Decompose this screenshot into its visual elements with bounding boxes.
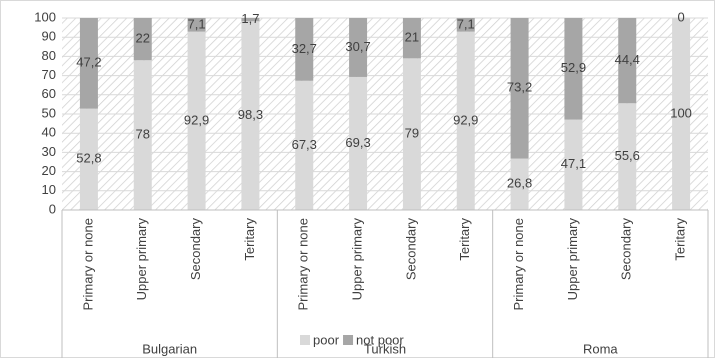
y-tick-label: 30	[42, 144, 56, 159]
x-tick-label: Secondary	[188, 218, 203, 281]
data-label: 30,7	[345, 39, 370, 54]
bar-segment	[187, 18, 206, 32]
bar-segment	[295, 80, 314, 210]
y-tick-label: 0	[49, 201, 56, 216]
y-tick-label: 80	[42, 48, 56, 63]
group-label: Bulgarian	[142, 341, 197, 356]
x-tick-label: Upper primary	[565, 218, 580, 301]
bar-segment	[187, 31, 206, 210]
data-label: 79	[405, 126, 419, 141]
bar-segment	[564, 18, 583, 120]
bar-segment	[618, 103, 637, 210]
y-tick-label: 40	[42, 125, 56, 140]
x-tick-label: Primary or none	[80, 218, 95, 310]
y-tick-label: 100	[34, 9, 56, 24]
data-label: 1,7	[241, 11, 259, 26]
y-tick-label: 70	[42, 67, 56, 82]
data-label: 73,2	[507, 80, 532, 95]
data-label: 55,6	[615, 148, 640, 163]
data-label: 92,9	[453, 112, 478, 127]
data-label: 47,1	[561, 156, 586, 171]
data-label: 69,3	[345, 135, 370, 150]
bar-segment	[402, 18, 421, 59]
legend-swatch	[300, 335, 310, 345]
data-label: 26,8	[507, 176, 532, 191]
group-label: Turkish	[364, 341, 406, 356]
y-tick-label: 10	[42, 182, 56, 197]
bar-segment	[241, 18, 260, 22]
bar-segment	[510, 18, 529, 159]
data-label: 47,2	[76, 55, 101, 70]
y-tick-label: 60	[42, 86, 56, 101]
x-tick-label: Teritary	[673, 218, 688, 261]
bar-segment	[456, 31, 475, 210]
data-label: 7,1	[188, 16, 206, 31]
bar-segment	[510, 158, 529, 210]
bar-segment	[79, 108, 98, 210]
data-label: 21	[405, 30, 419, 45]
data-label: 7,1	[457, 16, 475, 31]
data-label: 52,9	[561, 60, 586, 75]
data-label: 78	[136, 127, 150, 142]
data-label: 0	[677, 9, 684, 24]
x-tick-label: Teritary	[242, 218, 257, 261]
legend-label: not poor	[356, 332, 404, 347]
data-label: 44,4	[615, 52, 640, 67]
bar-segment	[241, 21, 260, 210]
legend-label: poor	[313, 332, 340, 347]
data-label: 92,9	[184, 112, 209, 127]
x-tick-label: Teritary	[457, 218, 472, 261]
bar-segment	[349, 76, 368, 210]
bar-segment	[133, 60, 152, 210]
bar-segment	[618, 18, 637, 104]
bar-segment	[402, 58, 421, 210]
bar-segment	[456, 18, 475, 32]
data-label: 67,3	[292, 137, 317, 152]
y-tick-label: 20	[42, 163, 56, 178]
x-tick-label: Primary or none	[511, 218, 526, 310]
bar-segment	[349, 18, 368, 77]
data-label: 22	[136, 31, 150, 46]
data-label: 52,8	[76, 151, 101, 166]
data-label: 100	[670, 105, 692, 120]
bar-segment	[79, 18, 98, 109]
y-tick-label: 90	[42, 29, 56, 44]
group-label: Roma	[583, 341, 618, 356]
bar-segment	[295, 18, 314, 81]
bar-segment	[672, 18, 691, 210]
x-tick-label: Secondary	[403, 218, 418, 281]
x-tick-label: Upper primary	[134, 218, 149, 301]
x-tick-label: Upper primary	[350, 218, 365, 301]
bar-segment	[133, 18, 152, 61]
data-label: 32,7	[292, 41, 317, 56]
x-tick-label: Primary or none	[296, 218, 311, 310]
x-tick-label: Secondary	[619, 218, 634, 281]
bar-segment	[564, 119, 583, 210]
y-tick-label: 50	[42, 105, 56, 120]
data-label: 98,3	[238, 107, 263, 122]
legend-swatch	[343, 335, 354, 345]
